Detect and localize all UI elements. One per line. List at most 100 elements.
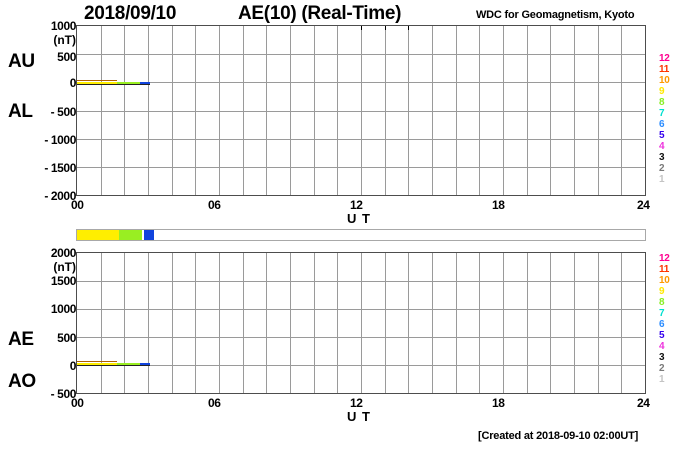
legend-entry-9: 9 bbox=[659, 86, 665, 97]
legend-entry-2: 2 bbox=[659, 163, 665, 174]
gridline-vertical bbox=[219, 253, 220, 393]
panel-label-al: AL bbox=[8, 101, 33, 122]
gridline-vertical bbox=[290, 26, 291, 195]
gridline-vertical bbox=[148, 26, 149, 195]
data-trace-segment bbox=[116, 363, 141, 365]
bottom-ytick-1500: 1500 bbox=[50, 274, 77, 288]
gridline-vertical bbox=[503, 253, 504, 393]
gridline-horizontal bbox=[77, 111, 645, 112]
legend-entry-11: 11 bbox=[659, 64, 669, 75]
gridline-horizontal bbox=[77, 281, 645, 282]
axis-tick-mark bbox=[361, 26, 362, 30]
header-date: 2018/09/10 bbox=[84, 3, 177, 24]
top-xtick-12: 12 bbox=[350, 198, 363, 212]
top-axis-unit: (nT) bbox=[53, 33, 76, 47]
coverage-segment bbox=[144, 230, 155, 240]
data-trace bbox=[77, 82, 151, 84]
gridline-horizontal bbox=[77, 54, 645, 55]
coverage-segment bbox=[142, 230, 145, 240]
legend-entry-1: 1 bbox=[659, 174, 665, 185]
data-trace-segment bbox=[140, 82, 151, 84]
gridline-vertical bbox=[408, 26, 409, 195]
legend-entry-5: 5 bbox=[659, 330, 665, 341]
top-ytick-1000: 1000 bbox=[50, 19, 77, 33]
data-trace-lower bbox=[77, 84, 151, 85]
data-trace-upper bbox=[77, 361, 118, 362]
legend-entry-3: 3 bbox=[659, 352, 665, 363]
legend-entry-4: 4 bbox=[659, 341, 665, 352]
legend-entry-9: 9 bbox=[659, 286, 665, 297]
gridline-horizontal bbox=[77, 167, 645, 168]
gridline-vertical bbox=[621, 253, 622, 393]
gridline-vertical bbox=[124, 253, 125, 393]
top-station-legend: 12 11 10 9 8 7 6 5 4 3 2 1 bbox=[659, 53, 681, 185]
legend-entry-6: 6 bbox=[659, 119, 665, 130]
gridline-vertical bbox=[195, 26, 196, 195]
header-credit: WDC for Geomagnetism, Kyoto bbox=[476, 9, 635, 21]
gridline-vertical bbox=[598, 26, 599, 195]
gridline-vertical bbox=[456, 253, 457, 393]
gridline-vertical bbox=[101, 26, 102, 195]
gridline-vertical bbox=[290, 253, 291, 393]
bottom-ytick-1000: 1000 bbox=[50, 302, 77, 316]
gridline-vertical bbox=[574, 26, 575, 195]
gridline-vertical bbox=[527, 253, 528, 393]
panel-label-ae: AE bbox=[8, 329, 34, 350]
axis-tick-mark bbox=[385, 26, 386, 30]
gridline-vertical bbox=[243, 26, 244, 195]
gridline-horizontal bbox=[77, 365, 645, 366]
top-xtick-00: 00 bbox=[71, 198, 84, 212]
bottom-station-legend: 12 11 10 9 8 7 6 5 4 3 2 1 bbox=[659, 253, 681, 385]
gridline-vertical bbox=[621, 26, 622, 195]
gridline-vertical bbox=[172, 26, 173, 195]
ae-ao-plot[interactable] bbox=[76, 252, 646, 394]
data-trace-segment bbox=[77, 82, 117, 84]
gridline-horizontal bbox=[77, 82, 645, 83]
gridline-horizontal bbox=[77, 139, 645, 140]
gridline-vertical bbox=[503, 26, 504, 195]
top-ytick-m2000: - 2000 bbox=[44, 189, 76, 203]
gridline-vertical bbox=[432, 253, 433, 393]
gridline-vertical bbox=[101, 253, 102, 393]
gridline-vertical bbox=[574, 253, 575, 393]
gridline-vertical bbox=[124, 26, 125, 195]
bottom-ytick-500: 500 bbox=[57, 331, 76, 345]
gridline-vertical bbox=[479, 253, 480, 393]
legend-entry-6: 6 bbox=[659, 319, 665, 330]
bottom-axis-unit: (nT) bbox=[53, 260, 76, 274]
gridline-vertical bbox=[243, 253, 244, 393]
bottom-xaxis-name: U T bbox=[347, 409, 371, 424]
legend-entry-8: 8 bbox=[659, 97, 665, 108]
bottom-xtick-12: 12 bbox=[350, 396, 363, 410]
gridline-horizontal bbox=[77, 337, 645, 338]
gridline-vertical bbox=[195, 253, 196, 393]
legend-entry-1: 1 bbox=[659, 374, 665, 385]
top-ytick-m500: - 500 bbox=[50, 105, 77, 119]
data-trace-segment bbox=[140, 363, 151, 365]
panel-label-au: AU bbox=[8, 51, 35, 72]
gridline-vertical bbox=[266, 26, 267, 195]
data-trace-segment bbox=[116, 82, 141, 84]
top-ytick-m1500: - 1500 bbox=[44, 161, 76, 175]
gridline-vertical bbox=[479, 26, 480, 195]
data-coverage-bar[interactable] bbox=[76, 229, 646, 241]
gridline-vertical bbox=[385, 253, 386, 393]
au-al-plot[interactable] bbox=[76, 25, 646, 196]
gridline-vertical bbox=[361, 253, 362, 393]
legend-entry-11: 11 bbox=[659, 264, 669, 275]
bottom-ytick-0: 0 bbox=[69, 359, 77, 373]
data-trace bbox=[77, 363, 151, 365]
gridline-vertical bbox=[219, 26, 220, 195]
page-title: AE(10) (Real-Time) bbox=[238, 3, 402, 24]
legend-entry-7: 7 bbox=[659, 308, 665, 319]
top-ytick-0: 0 bbox=[69, 76, 77, 90]
top-xaxis-name: U T bbox=[347, 211, 371, 226]
gridline-vertical bbox=[550, 26, 551, 195]
gridline-vertical bbox=[456, 26, 457, 195]
gridline-vertical bbox=[550, 253, 551, 393]
gridline-vertical bbox=[527, 26, 528, 195]
bottom-ytick-m500: - 500 bbox=[50, 387, 77, 401]
legend-entry-10: 10 bbox=[659, 275, 670, 286]
gridline-vertical bbox=[337, 253, 338, 393]
top-xtick-06: 06 bbox=[208, 198, 221, 212]
